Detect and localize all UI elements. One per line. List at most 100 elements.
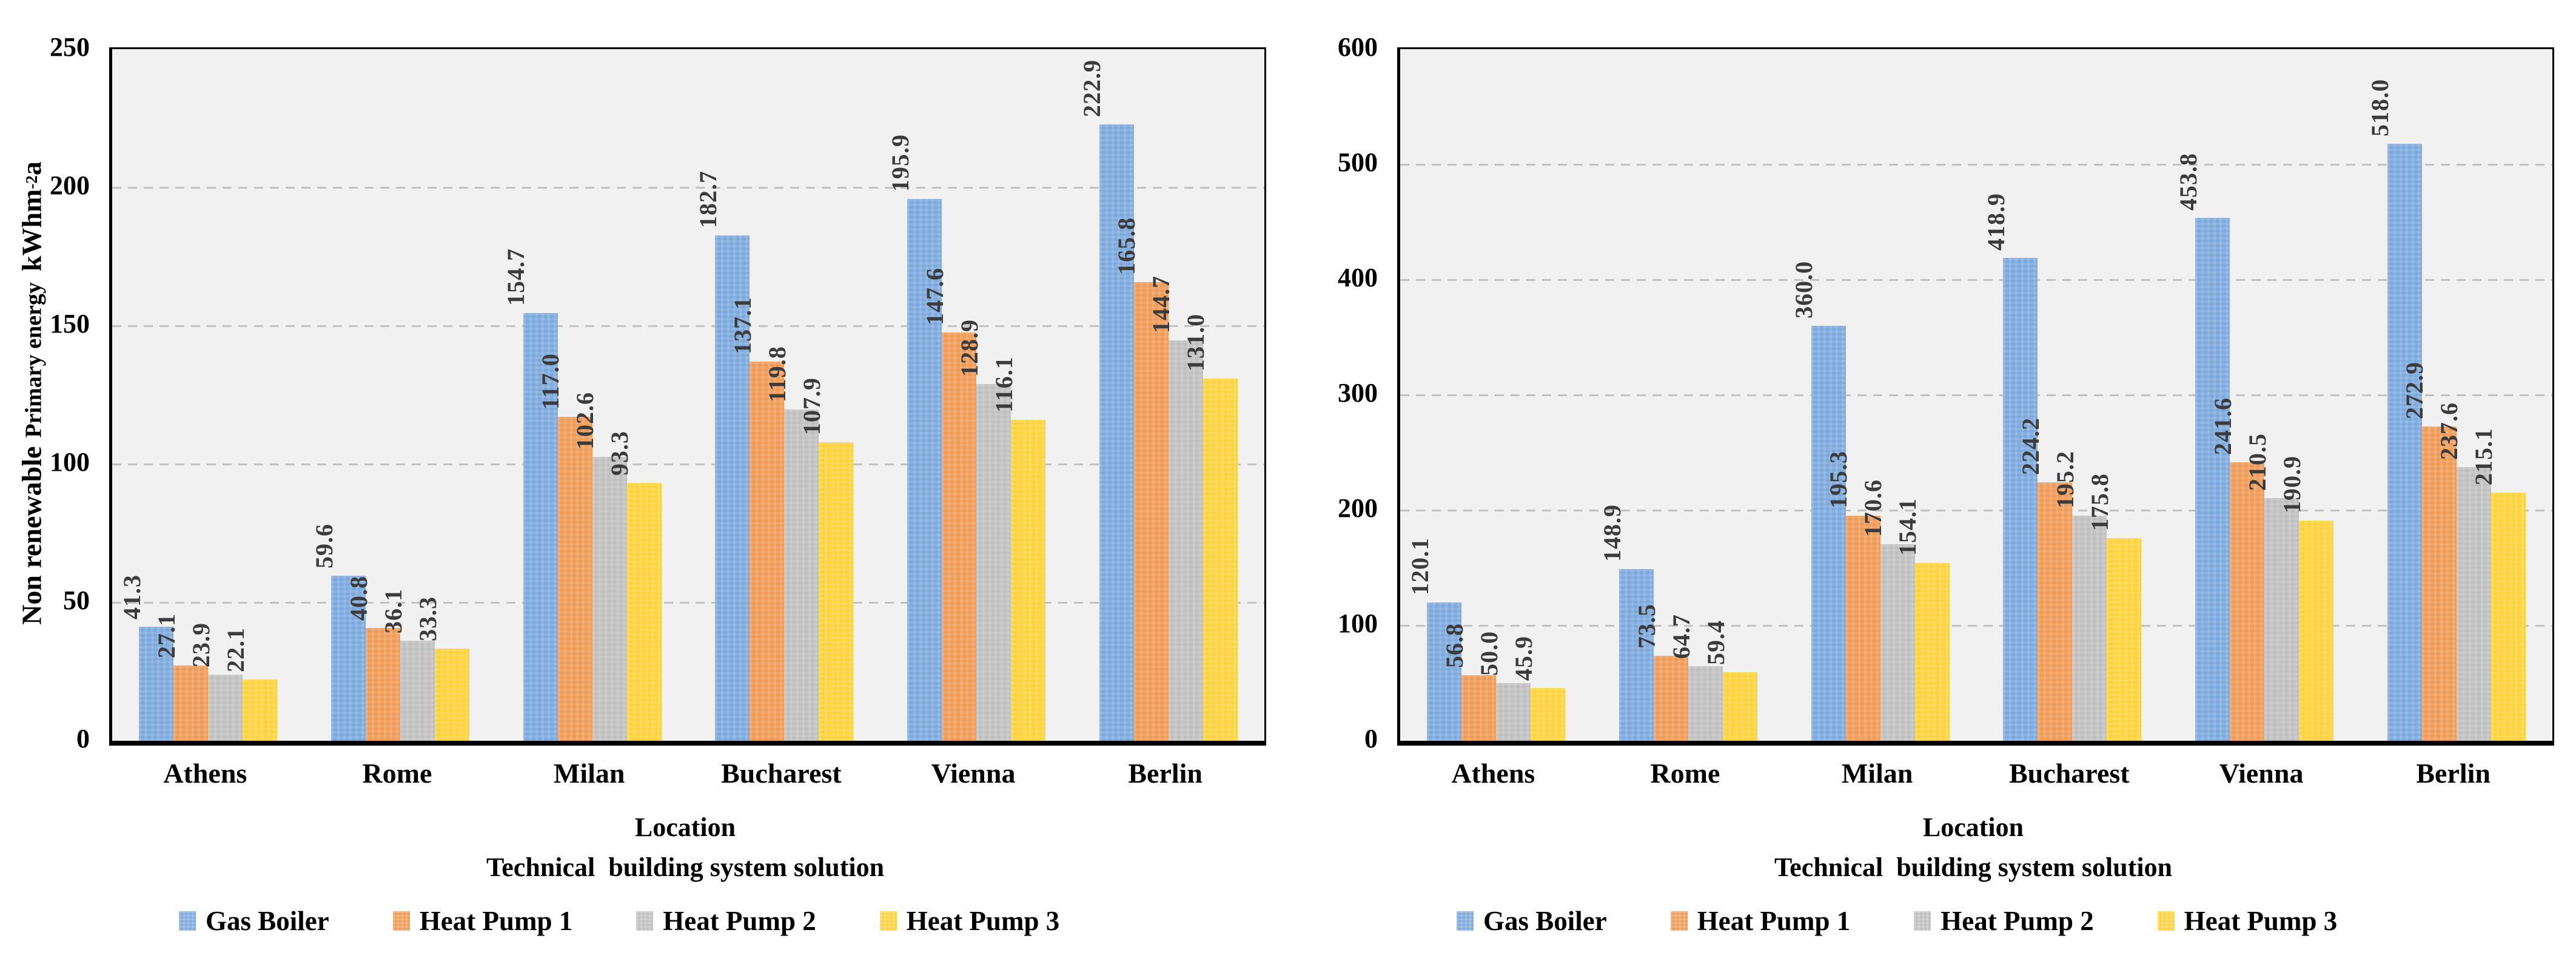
gridline-200 (1400, 509, 2552, 511)
x-tick-label-athens: Athens (163, 758, 247, 789)
legend-swatch-heat-pump-1-icon (1670, 911, 1688, 931)
value-label-heat-pump-2-bucharest: 119.8 (763, 345, 791, 402)
gridline-400 (1400, 278, 2552, 281)
value-label-heat-pump-1-vienna: 241.6 (2209, 397, 2236, 455)
value-label-heat-pump-2-vienna: 128.9 (955, 319, 983, 377)
x-axis-tick-labels: Athens Rome Milan Bucharest Vienna Berlin (109, 757, 1261, 789)
value-label-heat-pump-1-milan: 195.3 (1825, 450, 1853, 508)
value-label-heat-pump-1-vienna: 147.6 (921, 267, 948, 325)
value-label-heat-pump-2-milan: 102.6 (571, 392, 599, 450)
bar-heat-pump-1-athens: 27.1 (153, 613, 209, 741)
bar-group-athens: 120.1 56.8 50.0 45.9 (1400, 49, 1592, 741)
bar-group-athens: 41.3 27.1 23.9 22.1 (112, 49, 304, 741)
bar-heat-pump-1-vienna: 241.6 (2209, 397, 2265, 741)
bar-heat-pump-2-vienna: 210.5 (2244, 433, 2299, 741)
y-tick-label-100: 100 (1338, 609, 1378, 638)
bar-heat-pump-1-milan: 117.0 (537, 354, 592, 741)
x-axis-title-location: Location (1922, 812, 2024, 842)
legend: Gas Boiler Heat Pump 1 Heat Pump 2 Heat Pum… (179, 905, 1059, 937)
bar-heat-pump-3-vienna: 190.9 (2278, 456, 2334, 741)
value-label-heat-pump-1-rome: 73.5 (1632, 604, 1660, 649)
value-label-gas-boiler-vienna: 453.8 (2174, 152, 2202, 211)
bar-group-rome: 148.9 73.5 64.7 59.4 (1592, 49, 1785, 741)
y-axis-tick-labels: 0 100 200 300 400 500 600 (1288, 32, 1378, 754)
value-label-heat-pump-1-milan: 117.0 (537, 353, 565, 410)
value-label-heat-pump-1-berlin: 165.8 (1113, 217, 1141, 275)
bar-heat-pump-3-rome: 59.4 (1702, 620, 1757, 741)
x-tick-label-rome: Rome (1650, 758, 1720, 789)
x-tick-label-vienna: Vienna (931, 758, 1016, 789)
value-label-heat-pump-3-berlin: 131.0 (1182, 313, 1210, 371)
value-label-heat-pump-2-rome: 36.1 (379, 588, 407, 634)
value-label-heat-pump-3-vienna: 190.9 (2278, 456, 2306, 514)
value-label-heat-pump-3-berlin: 215.1 (2470, 428, 2498, 486)
bar-gas-boiler-vienna: 453.8 (2175, 153, 2230, 741)
bar-group-vienna: 195.9 147.6 128.9 116.1 (880, 49, 1073, 741)
value-label-heat-pump-2-rome: 64.7 (1667, 614, 1695, 659)
bar-gas-boiler-berlin: 518.0 (2366, 79, 2422, 741)
legend-item-heat-pump-1: Heat Pump 1 (1670, 905, 1850, 937)
value-label-heat-pump-3-bucharest: 107.9 (797, 377, 825, 435)
gridline-100 (112, 463, 1264, 465)
gridline-300 (1400, 394, 2552, 396)
x-tick-label-athens: Athens (1451, 758, 1535, 789)
value-label-heat-pump-1-bucharest: 224.2 (2016, 417, 2044, 476)
value-label-heat-pump-2-milan: 170.6 (1859, 479, 1887, 537)
bar-heat-pump-1-vienna: 147.6 (921, 268, 977, 741)
bar-heat-pump-3-bucharest: 175.8 (2086, 473, 2142, 741)
y-axis-tick-labels: 0 50 100 150 200 250 (0, 32, 90, 754)
value-label-heat-pump-3-milan: 93.3 (606, 430, 634, 476)
value-label-gas-boiler-rome: 148.9 (1598, 504, 1626, 562)
x-axis-tick-labels: Athens Rome Milan Bucharest Vienna Berlin (1397, 757, 2549, 789)
value-label-heat-pump-1-athens: 56.8 (1440, 623, 1468, 669)
legend-swatch-heat-pump-3-icon (2157, 911, 2175, 931)
bar-gas-boiler-milan: 154.7 (502, 248, 558, 741)
value-label-heat-pump-2-bucharest: 195.2 (2051, 451, 2079, 509)
value-label-gas-boiler-berlin: 518.0 (2366, 78, 2394, 137)
value-label-heat-pump-1-athens: 27.1 (152, 613, 180, 659)
bar-gas-boiler-berlin: 222.9 (1078, 59, 1134, 741)
x-tick-label-rome: Rome (362, 758, 432, 789)
chart-panel-left: Non renewable Primary energy kWhm-2a 0 50… (0, 32, 1266, 937)
y-tick-label-100: 100 (50, 447, 90, 477)
legend-item-heat-pump-3: Heat Pump 3 (879, 905, 1060, 937)
x-tick-label-milan: Milan (553, 758, 625, 789)
plot-area: 41.3 27.1 23.9 22.1 59.6 40.8 36.1 33.3 154.7 117… (109, 47, 1266, 746)
bar-gas-boiler-rome: 59.6 (310, 524, 366, 741)
bar-group-milan: 360.0 195.3 170.6 154.1 (1784, 49, 1976, 741)
value-label-heat-pump-2-athens: 50.0 (1475, 631, 1503, 676)
value-label-heat-pump-3-rome: 33.3 (414, 596, 441, 642)
y-tick-label-50: 50 (63, 585, 90, 615)
gridline-500 (1400, 163, 2552, 166)
value-label-gas-boiler-athens: 41.3 (118, 574, 146, 619)
legend-item-heat-pump-2: Heat Pump 2 (636, 905, 816, 937)
value-label-heat-pump-2-berlin: 237.6 (2435, 402, 2463, 460)
value-label-heat-pump-1-rome: 40.8 (344, 575, 372, 621)
value-label-heat-pump-3-milan: 154.1 (1894, 498, 1922, 556)
bar-gas-boiler-bucharest: 182.7 (694, 170, 750, 741)
bar-heat-pump-2-vienna: 128.9 (956, 319, 1011, 741)
legend-swatch-heat-pump-3-icon (879, 911, 897, 931)
bar-heat-pump-1-rome: 40.8 (345, 576, 400, 741)
bar-heat-pump-1-bucharest: 137.1 (729, 297, 785, 741)
x-tick-label-vienna: Vienna (2219, 758, 2304, 789)
bar-heat-pump-2-bucharest: 195.2 (2051, 451, 2107, 741)
legend-item-heat-pump-2: Heat Pump 2 (1914, 905, 2094, 937)
y-tick-label-300: 300 (1338, 378, 1378, 408)
bar-heat-pump-1-athens: 56.8 (1441, 623, 1497, 741)
y-tick-label-200: 200 (1338, 493, 1378, 523)
x-axis-title-system-solution: Technical building system solution (1774, 852, 2173, 882)
value-label-heat-pump-3-athens: 22.1 (221, 627, 249, 673)
value-label-gas-boiler-berlin: 222.9 (1078, 59, 1106, 117)
x-tick-label-milan: Milan (1841, 758, 1913, 789)
bar-heat-pump-2-milan: 102.6 (571, 392, 627, 741)
bar-heat-pump-3-rome: 33.3 (414, 596, 469, 741)
legend-item-gas-boiler: Gas Boiler (1457, 905, 1607, 937)
y-tick-label-150: 150 (50, 309, 90, 339)
plot-area: 120.1 56.8 50.0 45.9 148.9 73.5 64.7 59.4 360.0 1… (1397, 47, 2554, 746)
legend-label-heat-pump-3: Heat Pump 3 (906, 906, 1060, 936)
bar-heat-pump-2-rome: 36.1 (380, 588, 435, 741)
y-tick-label-0: 0 (76, 724, 90, 754)
bar-group-bucharest: 182.7 137.1 119.8 107.9 (688, 49, 880, 741)
bar-heat-pump-3-athens: 45.9 (1510, 636, 1566, 741)
